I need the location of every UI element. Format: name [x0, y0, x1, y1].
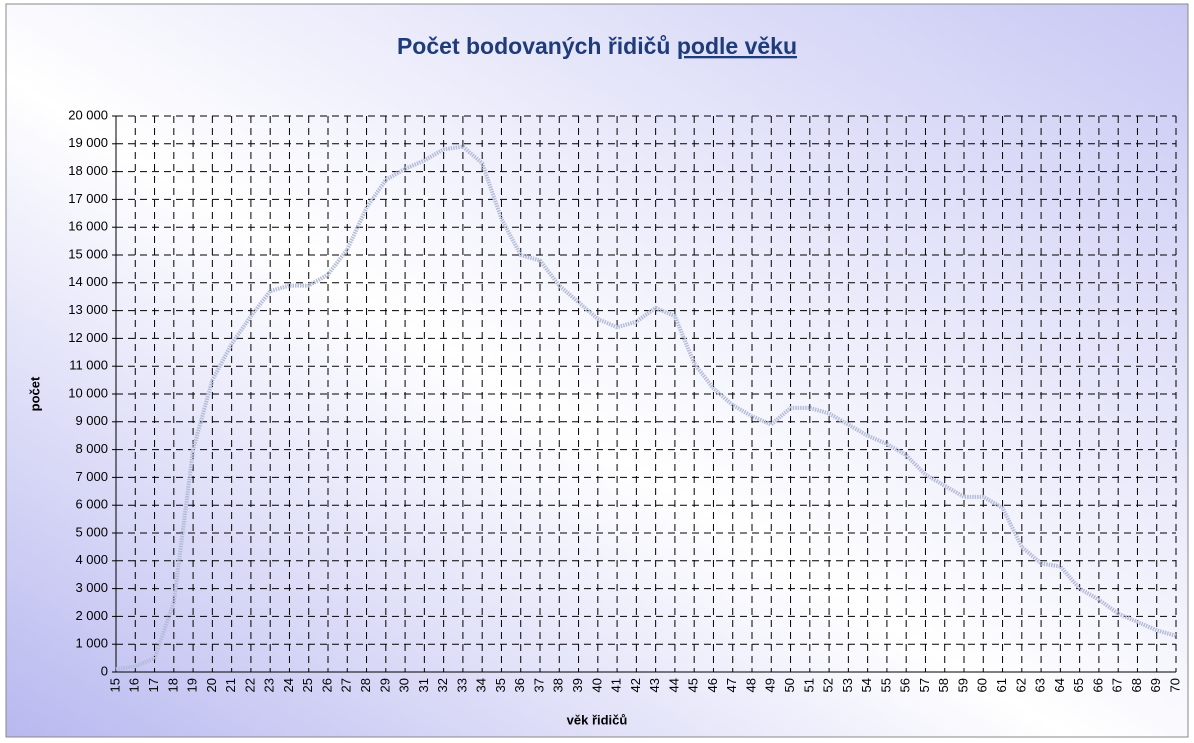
- x-tick-label: 70: [1167, 678, 1182, 692]
- y-tick-label: 0: [101, 663, 108, 678]
- x-tick-label: 53: [840, 678, 855, 692]
- y-tick-label: 15 000: [68, 246, 108, 261]
- data-line: [115, 144, 1177, 672]
- x-tick-label: 39: [570, 678, 585, 692]
- x-tick-label: 56: [898, 678, 913, 692]
- x-tick-label: 16: [127, 678, 142, 692]
- x-tick-label: 44: [666, 678, 681, 692]
- x-tick-label: 22: [242, 678, 257, 692]
- x-tick-label: 42: [628, 678, 643, 692]
- y-tick-label: 6 000: [75, 497, 108, 512]
- y-tick-label: 7 000: [75, 469, 108, 484]
- x-tick-label: 29: [377, 678, 392, 692]
- x-tick-label: 25: [300, 678, 315, 692]
- x-tick-label: 68: [1129, 678, 1144, 692]
- x-tick-label: 48: [743, 678, 758, 692]
- x-tick-label: 36: [512, 678, 527, 692]
- x-tick-label: 52: [821, 678, 836, 692]
- x-tick-label: 33: [454, 678, 469, 692]
- x-tick-label: 35: [493, 678, 508, 692]
- x-tick-label: 51: [801, 678, 816, 692]
- y-tick-label: 3 000: [75, 580, 108, 595]
- x-tick-label: 28: [358, 678, 373, 692]
- title-main: Počet bodovaných řidičů: [397, 33, 671, 59]
- title-underlined: podle věku: [677, 33, 797, 59]
- x-tick-label: 69: [1148, 678, 1163, 692]
- chart-title: Počet bodovaných řidičů podle věku: [397, 33, 797, 59]
- x-tick-label: 15: [107, 678, 122, 692]
- y-tick-label: 18 000: [68, 163, 108, 178]
- x-tick-label: 63: [1033, 678, 1048, 692]
- x-tick-label: 17: [146, 678, 161, 692]
- x-tick-label: 49: [763, 678, 778, 692]
- y-tick-label: 19 000: [68, 135, 108, 150]
- x-tick-label: 41: [609, 678, 624, 692]
- y-axis-label: počet: [27, 376, 42, 411]
- y-tick-label: 5 000: [75, 524, 108, 539]
- x-tick-label: 55: [878, 678, 893, 692]
- background: [5, 3, 1189, 738]
- y-tick-label: 20 000: [68, 107, 108, 122]
- x-tick-label: 64: [1052, 678, 1067, 692]
- x-tick-label: 18: [165, 678, 180, 692]
- x-tick-label: 32: [435, 678, 450, 692]
- x-tick-label: 45: [686, 678, 701, 692]
- x-tick-label: 66: [1090, 678, 1105, 692]
- y-tick-label: 9 000: [75, 413, 108, 428]
- x-tick-label: 34: [474, 678, 489, 692]
- x-tick-label: 37: [531, 678, 546, 692]
- x-tick-label: 43: [647, 678, 662, 692]
- y-tick-label: 8 000: [75, 441, 108, 456]
- y-tick-label: 11 000: [69, 358, 108, 373]
- y-tick-label: 12 000: [68, 330, 108, 345]
- x-tick-label: 23: [262, 678, 277, 692]
- x-tick-label: 46: [705, 678, 720, 692]
- x-tick-label: 67: [1110, 678, 1125, 692]
- x-tick-label: 61: [994, 678, 1009, 692]
- y-tick-label: 13 000: [68, 302, 108, 317]
- x-tick-label: 24: [281, 678, 296, 692]
- x-tick-label: 62: [1013, 678, 1028, 692]
- x-tick-label: 30: [397, 678, 412, 692]
- x-tick-label: 38: [551, 678, 566, 692]
- x-tick-label: 20: [204, 678, 219, 692]
- x-tick-label: 21: [223, 678, 238, 692]
- x-tick-label: 47: [724, 678, 739, 692]
- x-tick-label: 65: [1071, 678, 1086, 692]
- y-tick-label: 4 000: [75, 552, 108, 567]
- x-tick-label: 60: [975, 678, 990, 692]
- y-tick-label: 16 000: [68, 219, 108, 234]
- y-tick-label: 17 000: [68, 191, 108, 206]
- x-tick-label: 50: [782, 678, 797, 692]
- y-tick-label: 2 000: [75, 608, 108, 623]
- y-tick-label: 1 000: [75, 636, 108, 651]
- x-tick-label: 58: [936, 678, 951, 692]
- y-tick-label: 10 000: [68, 385, 108, 400]
- x-tick-label: 31: [416, 678, 431, 692]
- x-tick-label: 27: [339, 678, 354, 692]
- x-tick-label: 40: [589, 678, 604, 692]
- x-axis-label: věk řidičů: [567, 712, 628, 727]
- x-tick-label: 57: [917, 678, 932, 692]
- x-tick-label: 19: [185, 678, 200, 692]
- y-tick-label: 14 000: [68, 274, 108, 289]
- x-tick-label: 26: [319, 678, 334, 692]
- x-tick-label: 59: [955, 678, 970, 692]
- x-tick-label: 54: [859, 678, 874, 692]
